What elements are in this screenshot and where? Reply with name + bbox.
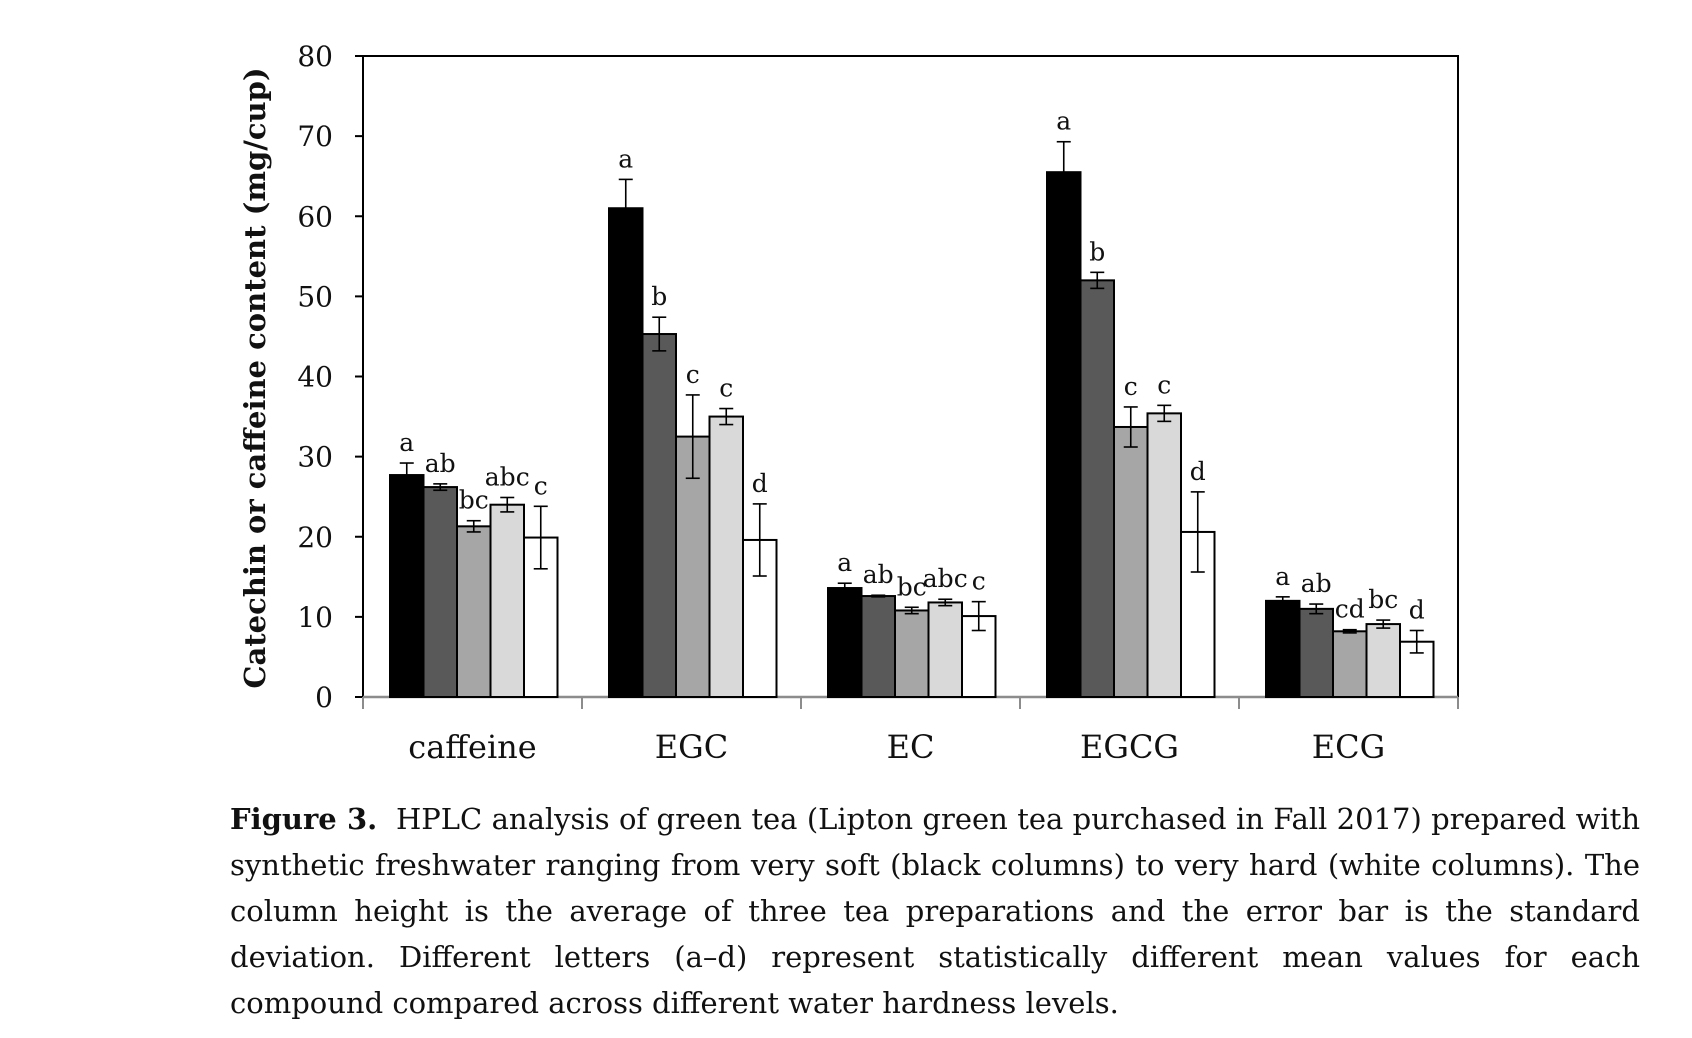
x-tick-label: caffeine [408,728,536,766]
significance-letter: cd [1335,595,1365,624]
caption-label: Figure 3. [230,802,378,836]
significance-letter: c [719,374,733,403]
significance-letter: c [1124,372,1138,401]
bar-caffeine-moderate [456,525,492,698]
bar-ec-very-soft [827,587,863,699]
significance-letter: abc [923,564,968,593]
bar-ecg-moderate [1332,630,1368,698]
y-tick-label: 80 [297,40,333,73]
bar-chart: Catechin or caffeine content (mg/cup) 0 1… [238,40,1459,766]
x-tick-label: EGCG [1080,728,1179,766]
y-tick-label: 60 [297,200,333,233]
x-tick-label: EGC [655,728,728,766]
significance-letter: b [1089,237,1105,266]
significance-letter: d [752,469,768,498]
y-tick-label: 20 [297,521,333,554]
significance-letter: bc [1368,585,1398,614]
y-tick-label: 40 [297,361,333,394]
x-tick-label: EC [887,728,935,766]
bar-ecg-soft [1298,607,1334,698]
significance-letter: ab [863,560,894,589]
figure-caption: Figure 3. HPLC analysis of green tea (Li… [230,796,1640,1026]
caption-text: HPLC analysis of green tea (Lipton green… [230,802,1641,1020]
bar-ec-soft [860,595,896,698]
significance-letter: b [651,282,667,311]
x-tick-label: ECG [1312,728,1385,766]
bar-egcg-moderate [1113,425,1149,698]
bar-egc-hard [708,415,744,698]
y-axis-label-group: Catechin or caffeine content (mg/cup) [238,67,272,688]
significance-letter: bc [459,486,489,515]
bar-egcg-hard [1146,412,1182,698]
significance-letter: ab [1301,569,1332,598]
significance-letter: c [1157,370,1171,399]
bar-ec-hard [927,601,963,699]
significance-letter: ab [425,449,456,478]
bars-layer [389,140,1435,699]
bar-ecg-very-soft [1265,599,1301,698]
bar-caffeine-very-soft [389,474,425,698]
y-tick-label: 0 [315,681,333,714]
significance-letter: d [1190,457,1206,486]
bar-ec-moderate [894,609,930,699]
bar-ecg-hard [1365,623,1401,698]
significance-letter: c [686,360,700,389]
significance-letter: a [618,144,633,173]
significance-letter: a [399,428,414,457]
significance-letter: a [837,548,852,577]
significance-letter: a [1056,107,1071,136]
y-tick-label: 50 [297,280,333,313]
y-axis-label: Catechin or caffeine content (mg/cup) [238,67,272,688]
significance-letter: bc [897,572,927,601]
significance-letter: d [1409,595,1425,624]
significance-letter: abc [485,462,530,491]
significance-letter: c [534,471,548,500]
bar-egc-soft [641,333,677,698]
significance-letter: c [972,567,986,596]
y-tick-label: 10 [297,601,333,634]
bar-egcg-very-soft [1046,171,1082,698]
significance-letter: a [1275,562,1290,591]
bar-egcg-soft [1079,279,1115,698]
bar-caffeine-soft [422,486,458,699]
bar-caffeine-hard [489,503,525,699]
y-tick-label: 30 [297,441,333,474]
y-tick-label: 70 [297,120,333,153]
bar-egc-moderate [675,435,711,698]
bar-egc-very-soft [608,207,644,699]
